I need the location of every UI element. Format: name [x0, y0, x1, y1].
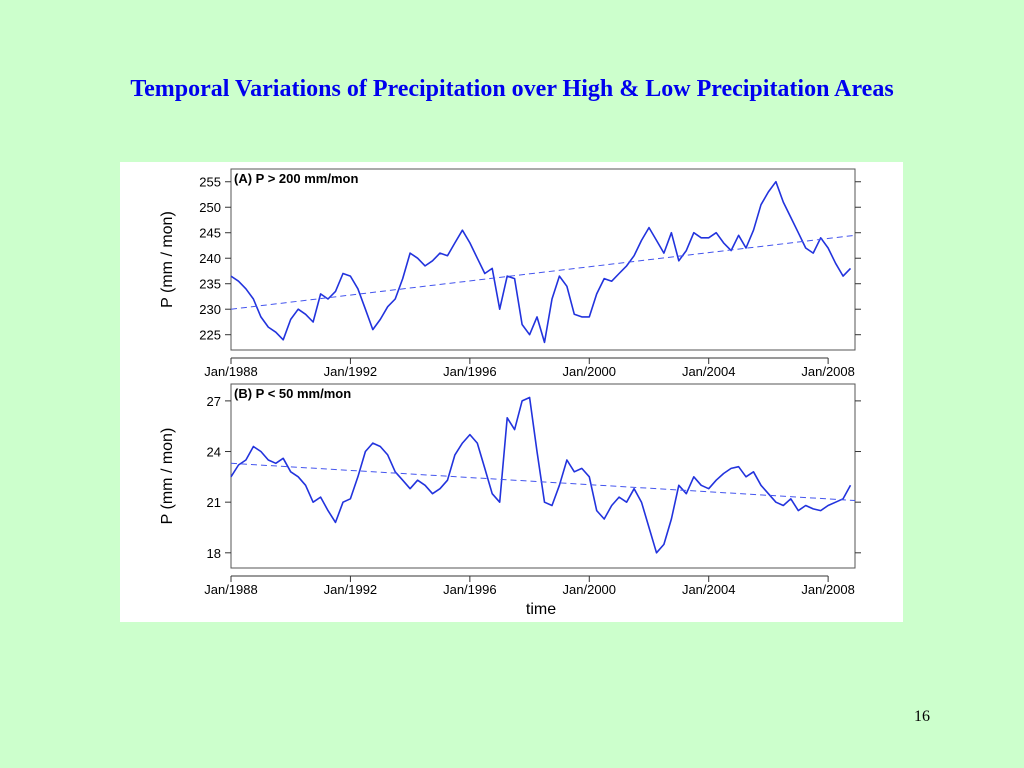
- y-axis-title-a: P (mm / mon): [159, 211, 176, 308]
- x-tick-label-b: Jan/2004: [682, 582, 736, 597]
- y-tick-label-a: 245: [199, 226, 221, 241]
- x-tick-label-a: Jan/2008: [801, 364, 855, 379]
- x-tick-label-b: Jan/2000: [563, 582, 617, 597]
- slide-title: Temporal Variations of Precipitation ove…: [130, 76, 894, 102]
- trend-line-b: [230, 462, 856, 501]
- precip-line-a: [230, 180, 852, 344]
- trend-line-a: [230, 234, 856, 310]
- x-tick-label-a: Jan/1988: [204, 364, 258, 379]
- y-tick-label-a: 225: [199, 328, 221, 343]
- x-tick-label-a: Jan/2004: [682, 364, 736, 379]
- figure-panel: 225 230 235 240 245 250 255 Jan/1988 Jan/1992 Jan…: [120, 162, 903, 622]
- y-tick-label-a: 240: [199, 251, 221, 266]
- x-tick-label-b: Jan/1996: [443, 582, 497, 597]
- x-axis-title: time: [526, 601, 556, 618]
- panel-label-a: (A) P > 200 mm/mon: [234, 171, 358, 186]
- y-tick-label-b: 27: [207, 394, 221, 409]
- y-tick-label-b: 21: [207, 495, 221, 510]
- y-axis-title-b: P (mm / mon): [159, 428, 176, 525]
- y-tick-label-b: 18: [207, 546, 221, 561]
- x-tick-label-b: Jan/1992: [324, 582, 378, 597]
- plot-frame-b: [230, 383, 856, 569]
- y-tick-label-a: 255: [199, 175, 221, 190]
- x-tick-label-a: Jan/1992: [324, 364, 378, 379]
- y-tick-label-b: 24: [207, 445, 221, 460]
- precip-line-b: [230, 396, 852, 554]
- panel-label-b: (B) P < 50 mm/mon: [234, 386, 351, 401]
- plot-frame-a: [230, 168, 856, 351]
- y-tick-label-a: 250: [199, 200, 221, 215]
- y-tick-label-a: 235: [199, 277, 221, 292]
- x-tick-label-b: Jan/1988: [204, 582, 258, 597]
- x-tick-label-b: Jan/2008: [801, 582, 855, 597]
- precipitation-charts: 225 230 235 240 245 250 255 Jan/1988 Jan/1992 Jan…: [159, 168, 861, 618]
- x-tick-label-a: Jan/1996: [443, 364, 497, 379]
- page-number: 16: [914, 708, 930, 725]
- x-tick-label-a: Jan/2000: [563, 364, 617, 379]
- y-tick-label-a: 230: [199, 302, 221, 317]
